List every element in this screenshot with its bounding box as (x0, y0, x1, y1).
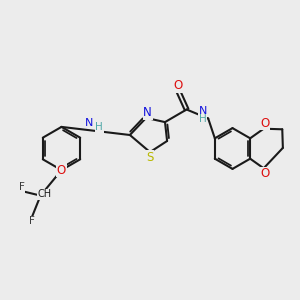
Text: N: N (143, 106, 152, 119)
Text: N: N (199, 106, 207, 116)
Text: F: F (19, 182, 25, 193)
Text: H: H (95, 122, 103, 132)
Text: O: O (260, 167, 270, 180)
Text: S: S (146, 151, 154, 164)
Text: O: O (57, 164, 66, 177)
Text: F: F (29, 216, 35, 226)
Text: N: N (85, 118, 93, 128)
Text: O: O (174, 79, 183, 92)
Text: O: O (260, 117, 270, 130)
Text: CH: CH (37, 189, 51, 199)
Text: H: H (199, 114, 207, 124)
